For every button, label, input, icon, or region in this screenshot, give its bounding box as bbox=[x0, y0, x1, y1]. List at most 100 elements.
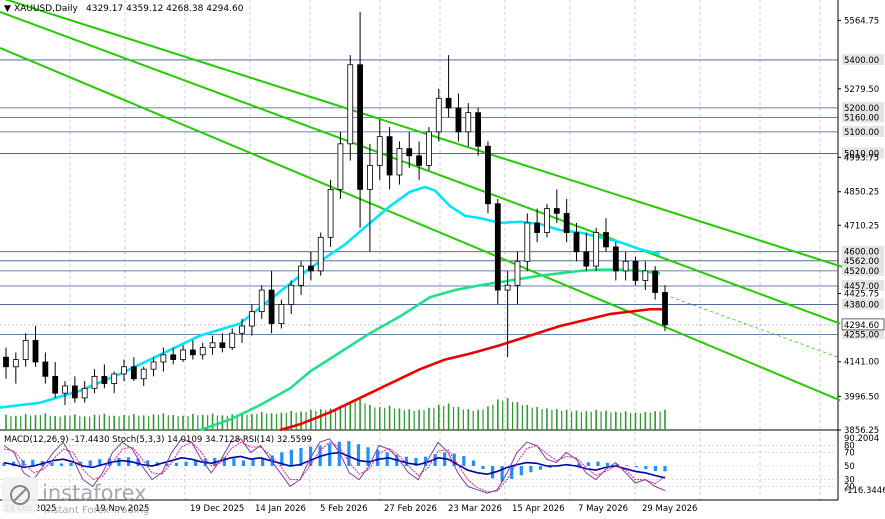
volume-bar bbox=[615, 411, 617, 430]
candle-body bbox=[652, 270, 659, 293]
macd-bar bbox=[146, 460, 150, 466]
macd-bar bbox=[423, 456, 428, 466]
candle-body bbox=[22, 340, 29, 360]
volume-bar bbox=[467, 409, 470, 430]
macd-bar bbox=[538, 466, 543, 470]
macd-bar bbox=[615, 464, 619, 466]
candle-body bbox=[435, 97, 442, 133]
candle-body bbox=[524, 222, 531, 262]
volume-bar bbox=[595, 409, 597, 430]
candle-body bbox=[288, 284, 295, 305]
volume-bar bbox=[413, 410, 415, 430]
volume-bar bbox=[152, 414, 155, 430]
macd-bar bbox=[79, 461, 83, 466]
candle-body bbox=[229, 332, 236, 348]
volume-bar bbox=[211, 413, 214, 430]
volume-bar bbox=[201, 414, 204, 430]
volume-bar bbox=[565, 409, 568, 430]
date-label: 19 Dec 2025 bbox=[190, 504, 244, 514]
level-tag bbox=[842, 254, 884, 266]
candle-body bbox=[573, 232, 580, 253]
candle-body bbox=[199, 347, 206, 356]
macd-bar bbox=[500, 466, 504, 482]
volume-bar bbox=[177, 416, 179, 430]
date-label: 23 Mar 2026 bbox=[448, 504, 502, 514]
volume-bar bbox=[472, 410, 474, 430]
volume-bar bbox=[359, 398, 361, 430]
volume-bar bbox=[541, 409, 543, 430]
moving-average-line bbox=[199, 268, 661, 432]
macd-bar bbox=[337, 441, 341, 466]
volume-bar bbox=[79, 416, 81, 430]
candle-body bbox=[150, 361, 157, 370]
volume-bar bbox=[452, 406, 455, 430]
watermark-brand: instaforex bbox=[42, 481, 147, 505]
volume-bar bbox=[295, 412, 297, 430]
stoch-signal-line bbox=[3, 441, 666, 493]
macd-bar bbox=[222, 457, 226, 466]
volume-bar bbox=[148, 415, 150, 430]
volume-bar bbox=[462, 409, 464, 430]
candle-body bbox=[534, 222, 541, 233]
macd-bar bbox=[596, 461, 600, 466]
level-label: 4520.00 bbox=[844, 267, 879, 277]
candle-body bbox=[32, 340, 39, 363]
volume-bars bbox=[5, 398, 666, 430]
macd-bar bbox=[50, 462, 54, 466]
volume-bar bbox=[624, 411, 627, 430]
candle-body bbox=[544, 208, 550, 233]
volume-bar bbox=[187, 415, 189, 430]
macd-bar bbox=[299, 447, 303, 466]
macd-bar bbox=[356, 444, 361, 466]
volume-bar bbox=[142, 415, 145, 430]
macd-bar bbox=[577, 463, 581, 466]
volume-bar bbox=[526, 404, 529, 430]
volume-bar bbox=[639, 413, 642, 430]
volume-bar bbox=[197, 415, 199, 430]
volume-bar bbox=[20, 415, 22, 430]
macd-bar bbox=[2, 462, 6, 466]
candle-body bbox=[386, 136, 393, 176]
volume-bar bbox=[369, 404, 371, 430]
volume-bar bbox=[256, 414, 258, 430]
candle-body bbox=[209, 342, 216, 348]
macd-tick-label: -116.3446 bbox=[844, 486, 885, 496]
level-label: 4380.00 bbox=[844, 300, 879, 310]
candle-body bbox=[317, 236, 324, 272]
volume-bar bbox=[108, 415, 110, 430]
volume-bar bbox=[98, 415, 101, 430]
volume-bar bbox=[433, 407, 435, 430]
candle-body bbox=[219, 342, 226, 348]
trendline bbox=[4, 0, 871, 277]
header-symbol-arrow[interactable]: ▼ bbox=[4, 4, 11, 14]
volume-bar bbox=[280, 412, 283, 430]
volume-bar bbox=[654, 411, 656, 430]
candle-body bbox=[504, 284, 511, 291]
header-ohlc: 4329.17 4359.12 4268.38 4294.60 bbox=[86, 4, 244, 14]
candle-body bbox=[180, 349, 186, 360]
level-tag bbox=[842, 328, 884, 340]
volume-bar bbox=[492, 404, 494, 430]
macd-bar bbox=[308, 446, 313, 466]
macd-bar bbox=[529, 466, 533, 473]
macd-bar bbox=[376, 449, 380, 466]
macd-bar bbox=[404, 456, 408, 466]
volume-bar bbox=[511, 401, 514, 430]
candle-body bbox=[396, 148, 403, 176]
volume-bar bbox=[634, 412, 637, 430]
macd-bar bbox=[663, 466, 667, 472]
price-tick-label: 3996.50 bbox=[844, 392, 879, 402]
candle-body bbox=[376, 136, 383, 166]
date-label: 5 Feb 2026 bbox=[320, 504, 368, 514]
volume-bar bbox=[192, 414, 194, 430]
candle-body bbox=[465, 112, 472, 133]
volume-bar bbox=[580, 412, 582, 430]
macd-bar bbox=[328, 443, 332, 466]
macd-bar bbox=[462, 456, 466, 466]
volume-bar bbox=[93, 414, 96, 430]
stoch-level-label: 80 bbox=[844, 442, 855, 452]
volume-bar bbox=[226, 415, 228, 430]
macd-bar bbox=[414, 457, 418, 466]
